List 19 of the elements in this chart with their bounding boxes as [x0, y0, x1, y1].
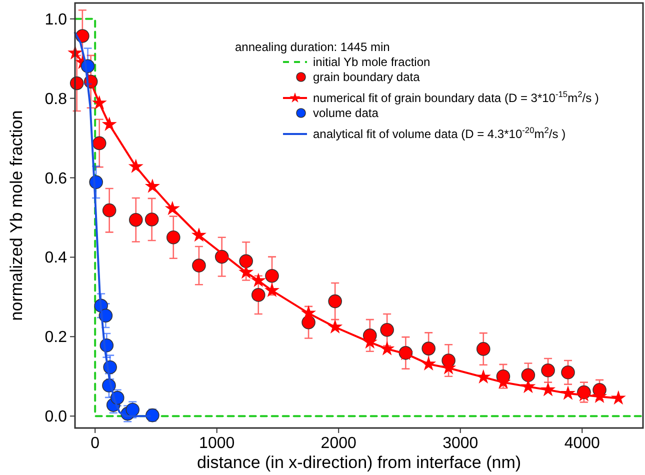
y-tick-label: 1.0: [44, 11, 68, 28]
legend-label: volume data: [313, 106, 379, 120]
x-tick-label: 2000: [320, 435, 357, 452]
y-tick-label: 0.2: [44, 329, 68, 346]
legend-label: grain boundary data: [313, 70, 420, 84]
x-tick-label: 3000: [442, 435, 478, 452]
y-tick-label: 0.4: [44, 250, 68, 267]
legend-label: analytical fit of volume data (D = 4.3*10$^{-20}$m$^{2}$/s ): [313, 125, 566, 141]
y-tick-label: 0.0: [44, 408, 68, 426]
y-tick-label: 0.8: [44, 90, 68, 108]
y-axis-title: normalized Yb mole fraction: [7, 110, 26, 321]
x-axis-title: distance (in x-direction) from interface (nm): [196, 453, 522, 472]
x-tick-label: 4000: [564, 435, 600, 452]
legend-title: annealing duration: 1445 min: [235, 40, 390, 54]
x-tick-label: 0: [90, 435, 100, 452]
y-tick-label: 0.6: [44, 170, 68, 188]
legend-label: initial Yb mole fraction: [313, 55, 430, 69]
legend-label: numerical fit of grain boundary data (D = 3*10$^{-15}$m$^{2}$/s ): [313, 89, 599, 105]
x-tick-label: 1000: [199, 435, 235, 452]
